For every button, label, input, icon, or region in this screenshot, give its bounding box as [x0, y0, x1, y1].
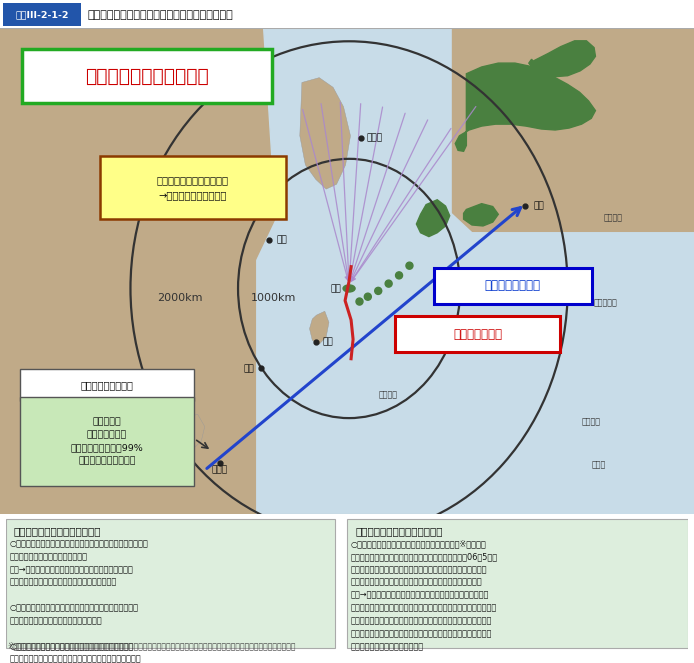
Circle shape	[364, 293, 371, 300]
Text: 沖縄: 沖縄	[330, 284, 341, 293]
Text: 1000km: 1000km	[251, 293, 296, 303]
Polygon shape	[179, 414, 205, 451]
Text: 台北: 台北	[323, 337, 333, 346]
Text: 沖ノ鳥島: 沖ノ鳥島	[378, 391, 397, 399]
Circle shape	[356, 298, 363, 305]
FancyBboxPatch shape	[20, 397, 194, 486]
Text: 香港: 香港	[244, 364, 254, 373]
Circle shape	[375, 287, 382, 294]
Polygon shape	[257, 29, 694, 514]
Polygon shape	[529, 41, 595, 77]
Text: マニラ: マニラ	[212, 465, 228, 475]
Text: グアム: グアム	[591, 461, 606, 469]
Ellipse shape	[343, 285, 355, 292]
Polygon shape	[455, 63, 595, 151]
Text: わが国のシーレーン: わが国のシーレーン	[81, 380, 133, 390]
Text: ※　海兵隊は、訓練時や展開時には常に全ての戦闘要素（陸、海、空）を同時に活用しており、各種事態への速やかな対処に適している。: ※ 海兵隊は、訓練時や展開時には常に全ての戦闘要素（陸、海、空）を同時に活用して…	[8, 641, 296, 650]
Text: 沖縄の地政学的位置と在沖米海兵隊の意義・役割: 沖縄の地政学的位置と在沖米海兵隊の意義・役割	[88, 9, 234, 20]
Text: 大陸と太平洋とのアクセス
→沖縄近海を通ると推定: 大陸と太平洋とのアクセス →沖縄近海を通ると推定	[157, 175, 229, 200]
Text: 伊豆諸島: 伊豆諸島	[604, 213, 623, 222]
Text: 図表III-2-1-2: 図表III-2-1-2	[15, 10, 69, 19]
Text: 東京: 東京	[534, 202, 544, 211]
Polygon shape	[264, 29, 451, 417]
Text: ○　沖縄は、米本土やハワイ、グアムなどに比較し、東アジア
　　の各地域に対し距離的に近い。
　　→　この地域内で緊急な展開を必要とする場合に、
　　　　沖縄にお: ○ 沖縄は、米本土やハワイ、グアムなどに比較し、東アジア の各地域に対し距離的に…	[10, 539, 149, 663]
FancyBboxPatch shape	[347, 519, 688, 648]
Text: ２．在沖米海兵隊の意義・役割: ２．在沖米海兵隊の意義・役割	[355, 526, 443, 536]
Polygon shape	[310, 311, 329, 344]
Circle shape	[396, 272, 403, 279]
FancyBboxPatch shape	[22, 49, 272, 103]
Polygon shape	[300, 78, 350, 189]
Text: 北京: 北京	[229, 168, 239, 176]
Text: ソウル: ソウル	[366, 134, 382, 143]
Bar	[0, 28, 694, 29]
Polygon shape	[0, 29, 291, 514]
Polygon shape	[416, 200, 450, 237]
Text: 南西諸島の中央: 南西諸島の中央	[453, 328, 502, 341]
Text: シーレーンに隣接: シーレーンに隣接	[485, 279, 541, 292]
Circle shape	[406, 262, 413, 269]
Polygon shape	[464, 204, 498, 226]
FancyBboxPatch shape	[20, 369, 194, 401]
Polygon shape	[0, 330, 153, 514]
FancyBboxPatch shape	[395, 316, 560, 352]
Text: 小笠原諸島: 小笠原諸島	[593, 298, 617, 307]
Text: シーレーン
海上輸送交通路
わが国は全貿易量の99%
以上を海上輸送に依存: シーレーン 海上輸送交通路 わが国は全貿易量の99% 以上を海上輸送に依存	[71, 417, 143, 465]
Circle shape	[385, 280, 392, 287]
FancyBboxPatch shape	[3, 3, 81, 26]
FancyBboxPatch shape	[434, 267, 591, 304]
Text: 2000km: 2000km	[157, 293, 203, 303]
Text: 沖縄は戦略的要衝に存在: 沖縄は戦略的要衝に存在	[85, 67, 209, 86]
FancyBboxPatch shape	[6, 519, 335, 648]
Text: １．米海兵隊の沖縄駐留の理由: １．米海兵隊の沖縄駐留の理由	[14, 526, 101, 536]
FancyBboxPatch shape	[100, 156, 286, 219]
Text: ○　在沖米海兵隊は、その高い機動性と即応能力※により、
　　わが国の防衛や東日本大震災への対応をはじめ、06年5月の
　　インドネシアのジャワ島における地震への: ○ 在沖米海兵隊は、その高い機動性と即応能力※により、 わが国の防衛や東日本大震…	[351, 539, 498, 651]
Bar	[430, 233, 694, 514]
Text: サイパン: サイパン	[582, 417, 600, 426]
Text: 上海: 上海	[276, 235, 287, 245]
